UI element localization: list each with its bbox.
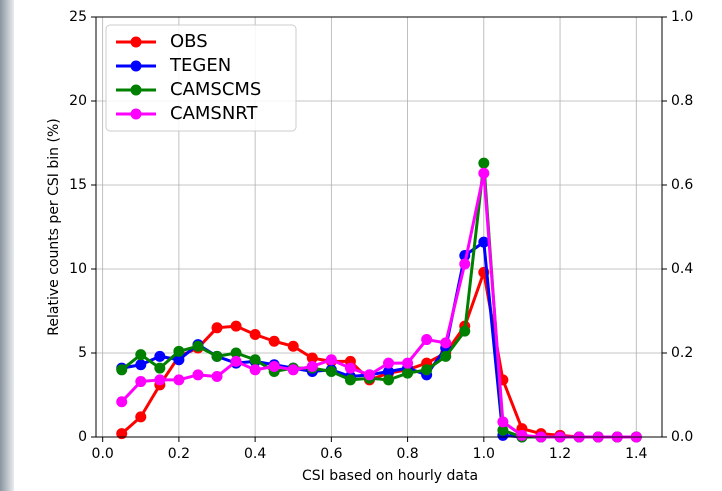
data-point — [478, 167, 490, 179]
x-tick-label: 1.2 — [549, 446, 571, 462]
series-line — [120, 172, 637, 439]
data-point — [154, 350, 166, 362]
legend-marker — [130, 84, 142, 96]
data-point — [192, 340, 204, 352]
plot-frame — [95, 16, 663, 438]
x-tick-label: 0.0 — [92, 446, 114, 462]
y-tick-label: 5 — [78, 345, 87, 361]
y-tick-label: 10 — [69, 261, 87, 277]
background-image-strip — [0, 0, 14, 491]
data-point — [154, 374, 166, 386]
legend-label: TEGEN — [169, 55, 231, 76]
data-point — [116, 428, 128, 440]
y2-tick-label: 0.4 — [671, 261, 693, 277]
data-point — [459, 325, 471, 337]
data-point — [135, 359, 147, 371]
series-line — [120, 162, 637, 439]
data-point — [440, 350, 452, 362]
data-point — [459, 258, 471, 270]
series-line — [120, 266, 637, 439]
data-point — [421, 364, 433, 376]
y2-tick-label: 0.8 — [671, 93, 693, 109]
data-point — [516, 429, 528, 441]
data-point — [325, 354, 337, 366]
data-point — [383, 374, 395, 386]
x-tick-label: 0.6 — [320, 446, 342, 462]
data-point — [497, 424, 509, 436]
x-tick-label: 1.0 — [473, 446, 495, 462]
data-point — [230, 347, 242, 359]
y2-tick-label: 0.2 — [671, 345, 693, 361]
y2-tick-label: 0.0 — [671, 429, 693, 445]
data-point — [287, 364, 299, 376]
y2-tick-label: 1.0 — [671, 9, 693, 25]
data-point — [421, 334, 433, 346]
legend-box — [105, 24, 297, 132]
data-point — [249, 329, 261, 341]
legend-label: CAMSNRT — [170, 103, 259, 124]
data-point — [306, 352, 318, 364]
y-tick-label: 0 — [78, 429, 87, 445]
data-point — [440, 337, 452, 349]
legend-label: CAMSCMS — [170, 79, 261, 100]
x-tick-label: 0.4 — [244, 446, 266, 462]
data-point — [325, 365, 337, 377]
data-point — [478, 236, 490, 248]
data-point — [211, 350, 223, 362]
data-point — [402, 367, 414, 379]
y-tick-label: 25 — [69, 9, 87, 25]
y2-tick-label: 0.6 — [671, 177, 693, 193]
y-tick-label: 15 — [69, 177, 87, 193]
data-point — [116, 396, 128, 408]
legend-marker — [130, 60, 142, 72]
legend-marker — [130, 36, 142, 48]
data-point — [344, 362, 356, 374]
data-point — [135, 349, 147, 361]
data-point — [402, 357, 414, 369]
data-point — [306, 360, 318, 372]
data-point — [344, 374, 356, 386]
data-point — [383, 357, 395, 369]
legend: OBS TEGEN CAMSCMS CAMSNRT — [105, 24, 297, 132]
data-point — [497, 416, 509, 428]
data-point — [478, 157, 490, 169]
data-point — [135, 411, 147, 423]
data-point — [268, 335, 280, 347]
y-axis-label: Relative counts per CSI bin (%) — [46, 118, 62, 335]
data-point — [230, 355, 242, 367]
legend-marker — [130, 108, 142, 120]
data-point — [383, 365, 395, 377]
data-point — [173, 354, 185, 366]
x-tick-label: 0.8 — [396, 446, 418, 462]
data-point — [230, 320, 242, 332]
y-tick-label: 20 — [69, 93, 87, 109]
data-point — [192, 369, 204, 381]
data-point — [249, 364, 261, 376]
data-point — [116, 364, 128, 376]
data-point — [211, 371, 223, 383]
data-point — [173, 374, 185, 386]
legend-label: OBS — [170, 31, 208, 52]
data-point — [268, 360, 280, 372]
data-point — [363, 369, 375, 381]
data-point — [249, 354, 261, 366]
data-point — [287, 340, 299, 352]
data-point — [154, 362, 166, 374]
data-point — [173, 345, 185, 357]
x-tick-label: 1.4 — [625, 446, 647, 462]
data-point — [211, 322, 223, 334]
x-axis-label: CSI based on hourly data — [302, 468, 478, 484]
x-tick-label: 0.2 — [168, 446, 190, 462]
data-point — [135, 376, 147, 388]
